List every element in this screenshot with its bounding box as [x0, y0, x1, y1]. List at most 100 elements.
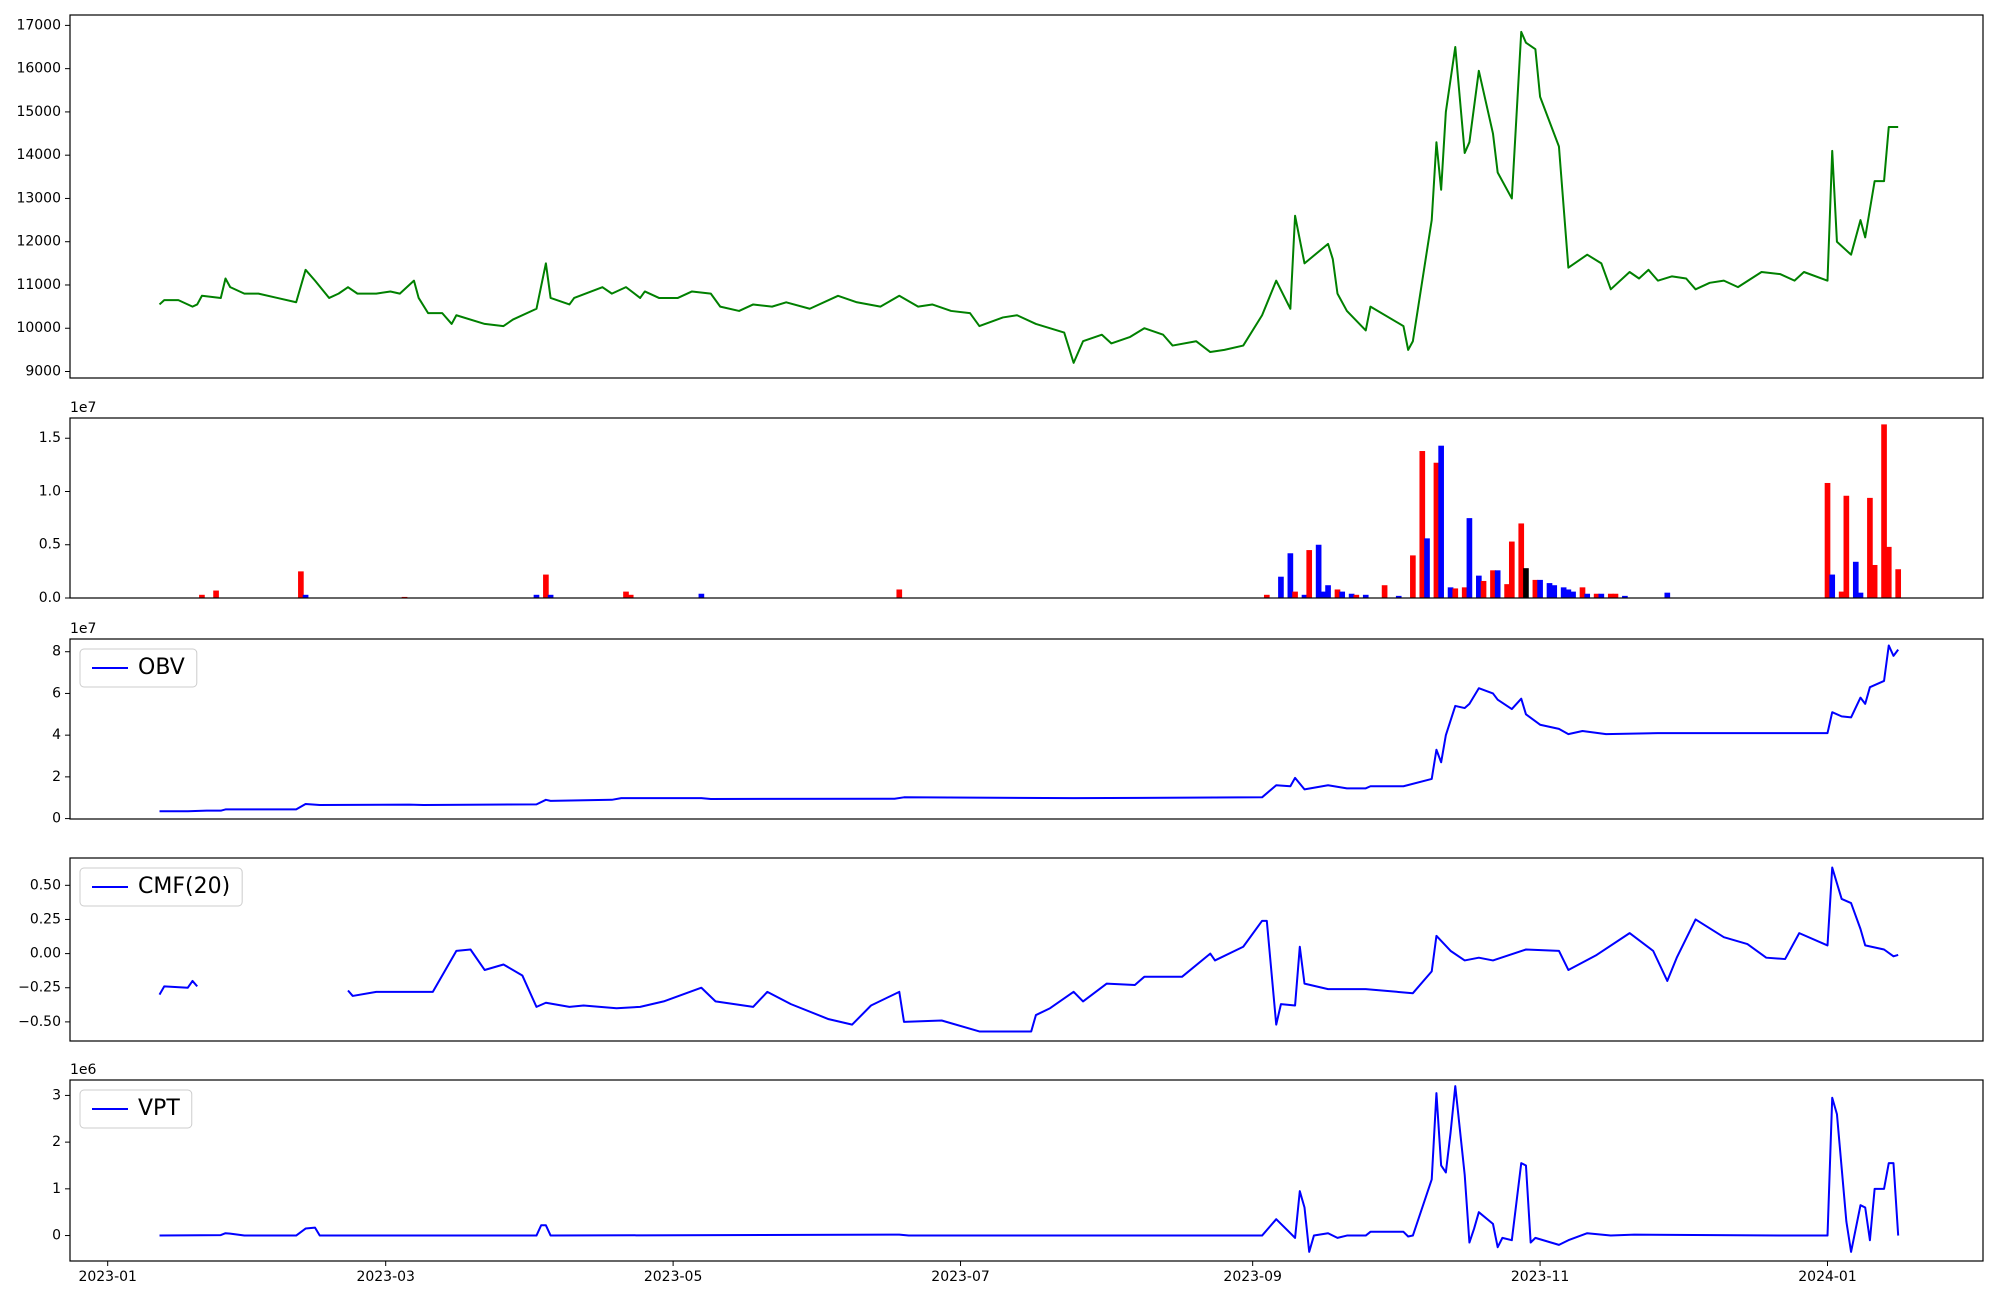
volume-bar	[1532, 579, 1539, 598]
volume-bar	[1607, 593, 1614, 598]
volume-bar	[1466, 518, 1473, 598]
volume-bar	[1447, 587, 1454, 598]
volume-bar	[213, 590, 219, 598]
panel: 0.0 0.5 1.0 1.5 1e7	[39, 400, 1984, 606]
y-tick-label: 3	[52, 1087, 61, 1103]
data-line	[159, 1085, 1900, 1253]
legend-label: OBV	[138, 655, 185, 680]
legend: OBV	[79, 648, 198, 688]
y-tick-label: 1	[52, 1181, 61, 1197]
x-tick-label: 2023-11	[1511, 1269, 1570, 1285]
volume-bar	[1461, 587, 1468, 598]
volume-bar	[1871, 564, 1878, 598]
volume-bar	[1320, 591, 1327, 598]
y-tick-label: 15000	[16, 104, 61, 120]
volume-bar	[1824, 482, 1831, 598]
panel: 0 1 2 3 2023-01 2023-03 2023-05 2023-07 2023-09 2…	[52, 1062, 1984, 1285]
legend: CMF(20)	[79, 867, 243, 907]
data-line	[159, 644, 1899, 813]
volume-bar	[1612, 593, 1619, 598]
x-tick-label: 2024-01	[1798, 1269, 1857, 1285]
legend-box	[79, 867, 243, 907]
y-tick-label: 1.5	[39, 430, 61, 446]
volume-bar	[1438, 445, 1444, 598]
volume-bar	[1518, 523, 1525, 598]
offset-label: 1e7	[70, 400, 96, 416]
volume-bar	[1546, 583, 1553, 598]
y-tick-label: 0.25	[30, 911, 61, 927]
y-tick-label: −0.25	[18, 980, 61, 996]
volume-bar	[1504, 584, 1510, 598]
volume-bar	[1480, 580, 1487, 598]
panel: −0.50 −0.25 0.00 0.25 0.50 CMF(20)	[18, 857, 1984, 1042]
y-tick-label: 0.00	[30, 946, 61, 962]
y-tick-label: 9000	[25, 364, 61, 380]
volume-bar	[1490, 570, 1496, 598]
legend-label: VPT	[138, 1096, 180, 1121]
volume-bar	[1339, 591, 1346, 598]
volume-bar	[1537, 579, 1543, 598]
volume-bar	[1381, 585, 1388, 598]
volume-bar	[1579, 587, 1586, 598]
axes-frame	[69, 417, 1984, 599]
volume-bar	[1301, 594, 1308, 598]
volume-bar	[1476, 575, 1482, 598]
volume-bar	[1410, 555, 1416, 598]
axes-frame	[69, 638, 1984, 820]
y-tick-label: 2	[52, 1134, 61, 1150]
volume-bar	[533, 594, 540, 598]
y-tick-label: −0.50	[18, 1014, 61, 1030]
volume-bar	[698, 593, 705, 598]
y-tick-label: 12000	[16, 234, 61, 250]
volume-bar	[623, 591, 629, 598]
volume-bar	[1263, 594, 1270, 598]
volume-bar	[1362, 594, 1369, 598]
offset-label: 1e7	[70, 621, 96, 637]
volume-bar	[1838, 591, 1845, 598]
volume-bar	[1895, 569, 1902, 598]
y-tick-label: 11000	[16, 277, 61, 293]
volume-bar	[1287, 553, 1294, 598]
volume-bar	[1508, 541, 1515, 598]
axes-frame	[69, 1079, 1984, 1262]
volume-bar	[1664, 592, 1671, 598]
volume-bar	[1292, 591, 1298, 598]
legend: VPT	[79, 1089, 193, 1129]
volume-bar	[1584, 593, 1591, 598]
y-tick-label: 0	[52, 811, 61, 827]
y-tick-label: 2	[52, 769, 61, 785]
panel: 0 2 4 6 8 1e7 OBV	[52, 621, 1984, 827]
volume-bar	[1885, 546, 1892, 598]
volume-bar	[1598, 593, 1605, 598]
volume-bar	[1523, 568, 1529, 598]
volume-bar	[1424, 538, 1430, 598]
volume-bar	[1306, 550, 1313, 598]
volume-bar	[1494, 570, 1501, 598]
volume-bar	[302, 594, 309, 598]
x-tick-label: 2023-03	[356, 1269, 415, 1285]
y-tick-label: 14000	[16, 147, 61, 163]
volume-bar	[1419, 451, 1426, 598]
volume-bar	[1278, 576, 1284, 598]
volume-bar	[1867, 497, 1873, 598]
volume-bar	[1353, 594, 1360, 598]
volume-bar	[1452, 588, 1459, 598]
x-tick-label: 2023-05	[644, 1269, 703, 1285]
axes-frame	[69, 857, 1984, 1042]
volume-bar	[1315, 544, 1322, 598]
volume-bar	[1881, 424, 1887, 598]
volume-bar	[1593, 593, 1600, 598]
y-tick-label: 17000	[16, 17, 61, 33]
y-tick-label: 8	[52, 644, 61, 660]
y-tick-label: 16000	[16, 61, 61, 77]
axes-frame	[69, 14, 1984, 379]
legend-label: CMF(20)	[138, 874, 230, 899]
y-tick-label: 0.5	[39, 537, 61, 553]
legend-box	[79, 648, 198, 688]
x-tick-label: 2023-01	[78, 1269, 137, 1285]
panel: 9000 10000 11000 12000 13000 14000 15000 16000 1…	[16, 14, 1984, 380]
volume-bar	[1395, 595, 1402, 598]
legend-box	[79, 1089, 193, 1129]
volume-bar	[1852, 561, 1859, 598]
